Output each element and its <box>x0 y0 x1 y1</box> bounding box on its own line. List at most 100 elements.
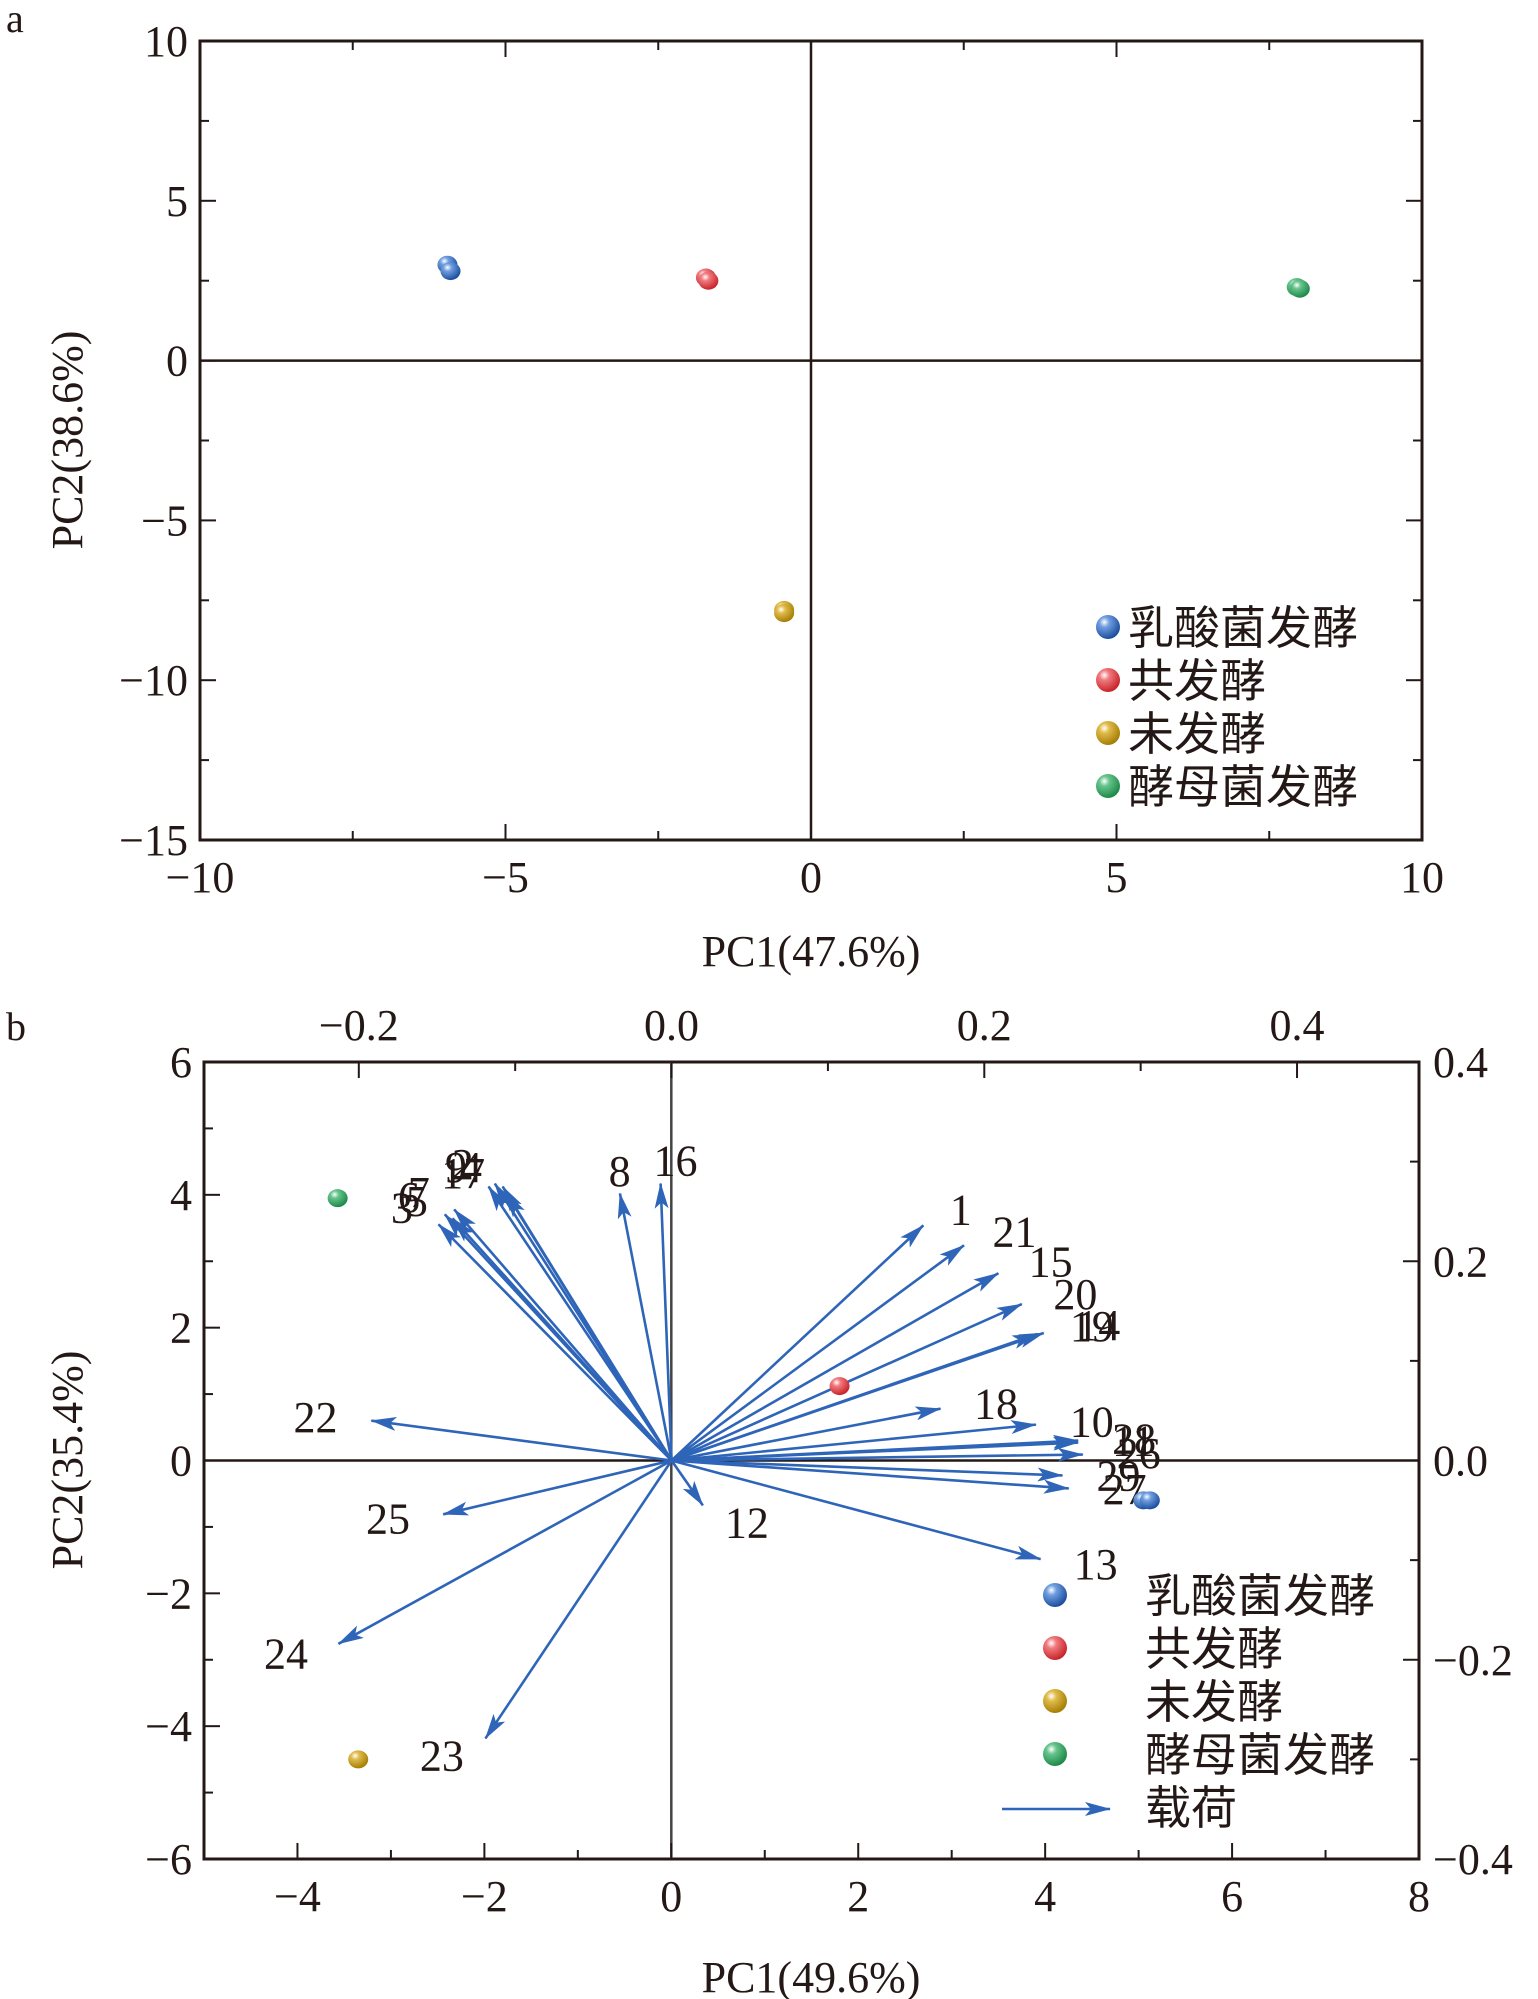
legend-marker <box>1043 1583 1067 1607</box>
top-x-tick-label: 0.2 <box>957 1001 1012 1050</box>
score-point <box>440 262 461 281</box>
loading-arrow-13 <box>671 1459 1042 1561</box>
right-y-tick-label: 0.0 <box>1433 1437 1488 1486</box>
x-tick-label: −5 <box>482 853 529 902</box>
loading-label-18: 18 <box>974 1380 1018 1429</box>
y-tick-label: 5 <box>166 177 188 226</box>
loading-arrow-18 <box>671 1406 942 1462</box>
loading-label-3: 3 <box>391 1184 413 1233</box>
legend-marker <box>1043 1742 1067 1766</box>
right-y-tick-label: 0.2 <box>1433 1237 1488 1286</box>
loading-label-14: 14 <box>1076 1301 1120 1350</box>
legend-label: 乳酸菌发酵 <box>1128 601 1358 655</box>
loading-label-13: 13 <box>1074 1540 1118 1589</box>
panel-label-b: b <box>6 1004 26 1049</box>
x-tick-label: −4 <box>274 1872 321 1921</box>
x-tick-label: −2 <box>461 1872 508 1921</box>
loading-arrow-27 <box>671 1459 1070 1494</box>
legend-marker <box>1096 774 1120 798</box>
loading-label-20: 20 <box>1053 1270 1097 1319</box>
y-tick-label: −2 <box>145 1569 192 1618</box>
score-point <box>774 604 795 623</box>
panel-label-a: a <box>6 0 24 41</box>
x-tick-label: 6 <box>1221 1872 1243 1921</box>
loading-label-7: 7 <box>408 1168 430 1217</box>
loading-label-23: 23 <box>420 1732 464 1781</box>
loading-arrow-10 <box>671 1420 1037 1462</box>
x-tick-label: 0 <box>800 853 822 902</box>
y-tick-label: −5 <box>141 496 188 545</box>
x-tick-label: 10 <box>1400 853 1444 902</box>
panel-a-y-axis-title: PC2(38.6%) <box>43 331 92 550</box>
loading-arrow-6 <box>443 1213 673 1462</box>
x-tick-label: 5 <box>1106 853 1128 902</box>
loading-arrow-15 <box>670 1272 1000 1462</box>
loading-label-26: 26 <box>1117 1429 1161 1478</box>
top-x-tick-label: 0.0 <box>644 1001 699 1050</box>
loading-arrow-1 <box>670 1224 925 1462</box>
loading-arrow-22 <box>370 1417 672 1462</box>
loading-label-6: 6 <box>398 1173 420 1222</box>
score-point <box>348 1750 369 1769</box>
score-point <box>327 1189 348 1208</box>
loading-label-16: 16 <box>653 1137 697 1186</box>
loading-arrow-16 <box>654 1182 673 1461</box>
loading-label-24: 24 <box>264 1629 308 1678</box>
x-tick-label: 4 <box>1034 1872 1056 1921</box>
loading-arrow-12 <box>670 1459 704 1507</box>
y-tick-label: 2 <box>170 1304 192 1353</box>
y-tick-label: 4 <box>170 1171 192 1220</box>
loading-arrow-9 <box>487 1185 673 1462</box>
legend-label: 共发酵 <box>1145 1622 1283 1676</box>
panel-b-y-axis-title: PC2(35.4%) <box>43 1351 92 1570</box>
loading-label-22: 22 <box>294 1393 338 1442</box>
legend-label: 酵母菌发酵 <box>1128 760 1358 814</box>
x-tick-label: 2 <box>847 1872 869 1921</box>
x-tick-label: 0 <box>660 1872 682 1921</box>
legend-label-loadings: 载荷 <box>1145 1781 1237 1835</box>
loading-label-29: 29 <box>1096 1451 1140 1500</box>
loading-label-15: 15 <box>1029 1237 1073 1286</box>
loading-label-12: 12 <box>725 1498 769 1547</box>
score-point <box>1139 1491 1160 1510</box>
loading-label-21: 21 <box>993 1207 1037 1256</box>
right-y-tick-label: 0.4 <box>1433 1038 1488 1087</box>
loading-label-19: 19 <box>1070 1302 1114 1351</box>
loading-arrow-23 <box>484 1459 673 1740</box>
y-tick-label: 0 <box>166 337 188 386</box>
x-tick-label: 8 <box>1408 1872 1430 1921</box>
score-point <box>829 1377 850 1396</box>
loading-label-8: 8 <box>609 1147 631 1196</box>
loading-arrow-24 <box>337 1459 673 1645</box>
loading-arrow-7 <box>453 1208 673 1462</box>
loading-arrow-8 <box>617 1192 673 1461</box>
right-y-tick-label: −0.2 <box>1433 1636 1513 1685</box>
right-y-tick-label: −0.4 <box>1433 1835 1513 1884</box>
legend-marker <box>1096 615 1120 639</box>
loading-arrow-25 <box>442 1459 672 1516</box>
legend-label: 乳酸菌发酵 <box>1145 1569 1375 1623</box>
loading-arrow-28 <box>671 1434 1080 1462</box>
loading-arrow-17 <box>504 1191 673 1462</box>
legend-marker <box>1096 721 1120 745</box>
loading-label-28: 28 <box>1112 1414 1156 1463</box>
loading-arrow-29 <box>671 1459 1064 1482</box>
legend-label: 酵母菌发酵 <box>1145 1728 1375 1782</box>
y-tick-label: −10 <box>119 656 188 705</box>
loading-label-11: 11 <box>1112 1417 1154 1466</box>
loading-label-10: 10 <box>1070 1397 1114 1446</box>
loading-arrow-3 <box>437 1223 673 1462</box>
loading-label-4: 4 <box>460 1143 482 1192</box>
top-x-tick-label: −0.2 <box>319 1001 399 1050</box>
panel-a-x-axis-title: PC1(47.6%) <box>702 927 921 976</box>
loading-arrow-21 <box>670 1244 965 1462</box>
y-tick-label: −6 <box>145 1835 192 1884</box>
y-tick-label: −15 <box>119 816 188 865</box>
loading-label-1: 1 <box>950 1185 972 1234</box>
loading-label-17: 17 <box>441 1149 485 1198</box>
x-tick-label: −10 <box>166 853 235 902</box>
loading-label-5: 5 <box>406 1177 428 1226</box>
